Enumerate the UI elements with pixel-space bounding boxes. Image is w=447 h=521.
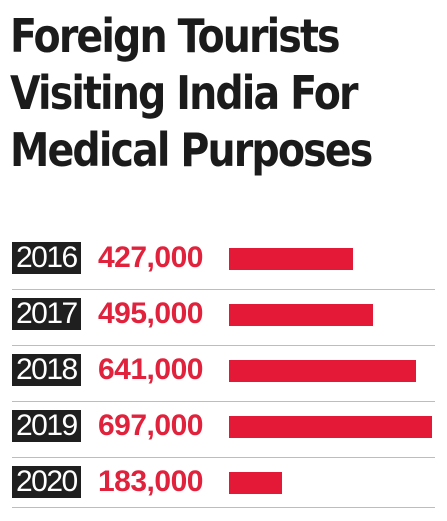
- bar-2016: [229, 248, 353, 270]
- row-divider: [12, 401, 435, 402]
- bar-row-2016: 2016 427,000: [0, 242, 447, 297]
- chart-title-line-1: Foreign Tourists: [10, 9, 341, 63]
- row-divider: [12, 289, 435, 290]
- year-label-2019: 2019: [12, 410, 81, 442]
- chart-title: Foreign Tourists Visiting India For Medi…: [10, 8, 382, 179]
- year-label-2020: 2020: [12, 466, 81, 498]
- chart-title-line-2: Visiting India For: [10, 66, 358, 120]
- bar-row-2017: 2017 495,000: [0, 298, 447, 353]
- bar-2019: [229, 416, 432, 438]
- value-label-2019: 697,000: [98, 409, 203, 442]
- bar-2020: [229, 472, 282, 494]
- value-label-2018: 641,000: [98, 353, 203, 386]
- bar-row-2019: 2019 697,000: [0, 410, 447, 465]
- year-label-2018: 2018: [12, 354, 81, 386]
- row-divider: [12, 457, 435, 458]
- value-label-2017: 495,000: [98, 297, 203, 330]
- bar-2017: [229, 304, 373, 326]
- bar-row-2020: 2020 183,000: [0, 466, 447, 521]
- value-label-2016: 427,000: [98, 241, 203, 274]
- bar-row-2018: 2018 641,000: [0, 354, 447, 409]
- row-divider: [12, 345, 435, 346]
- chart-title-line-3: Medical Purposes: [10, 123, 373, 177]
- row-divider: [12, 507, 435, 508]
- value-label-2020: 183,000: [98, 465, 203, 498]
- bar-2018: [229, 360, 416, 382]
- year-label-2016: 2016: [12, 242, 81, 274]
- year-label-2017: 2017: [12, 298, 81, 330]
